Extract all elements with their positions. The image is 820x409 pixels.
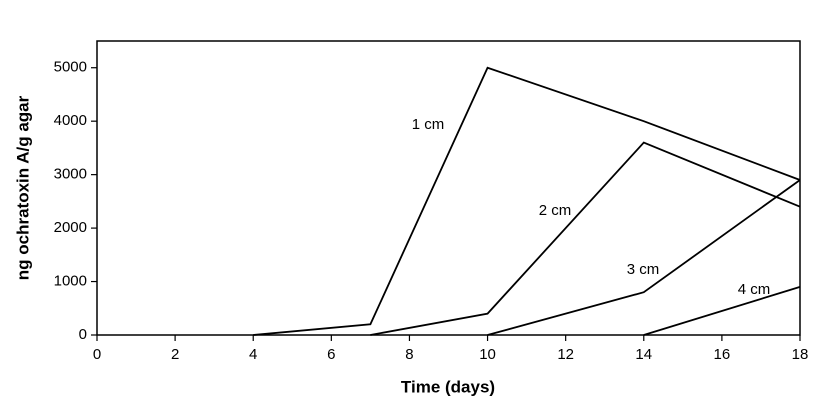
x-tick-label: 2 bbox=[171, 346, 179, 363]
x-tick-label: 0 bbox=[93, 346, 101, 363]
x-tick-label: 18 bbox=[792, 346, 809, 363]
x-tick-label: 14 bbox=[635, 346, 652, 363]
x-tick-label: 8 bbox=[405, 346, 413, 363]
x-tick-label: 12 bbox=[557, 346, 574, 363]
y-axis-title: ng ochratoxin A/g agar bbox=[13, 95, 32, 280]
x-axis-title: Time (days) bbox=[401, 377, 495, 396]
x-tick-label: 10 bbox=[479, 346, 496, 363]
series-label: 4 cm bbox=[738, 281, 771, 298]
y-tick-label: 5000 bbox=[54, 59, 87, 76]
y-tick-label: 0 bbox=[79, 326, 87, 343]
series-line bbox=[253, 66, 801, 336]
series-line bbox=[370, 141, 801, 336]
y-tick-label: 3000 bbox=[54, 166, 87, 183]
plot-frame bbox=[96, 40, 801, 336]
series-line bbox=[643, 286, 801, 336]
x-tick-label: 16 bbox=[714, 346, 731, 363]
series-label: 3 cm bbox=[627, 261, 660, 278]
series-label: 1 cm bbox=[412, 116, 445, 133]
x-tick-label: 6 bbox=[327, 346, 335, 363]
x-tick-label: 4 bbox=[249, 346, 257, 363]
series-label: 2 cm bbox=[539, 202, 572, 219]
series-line bbox=[487, 179, 801, 336]
y-tick-label: 2000 bbox=[54, 219, 87, 236]
y-tick-label: 4000 bbox=[54, 112, 87, 129]
y-tick-label: 1000 bbox=[54, 273, 87, 290]
